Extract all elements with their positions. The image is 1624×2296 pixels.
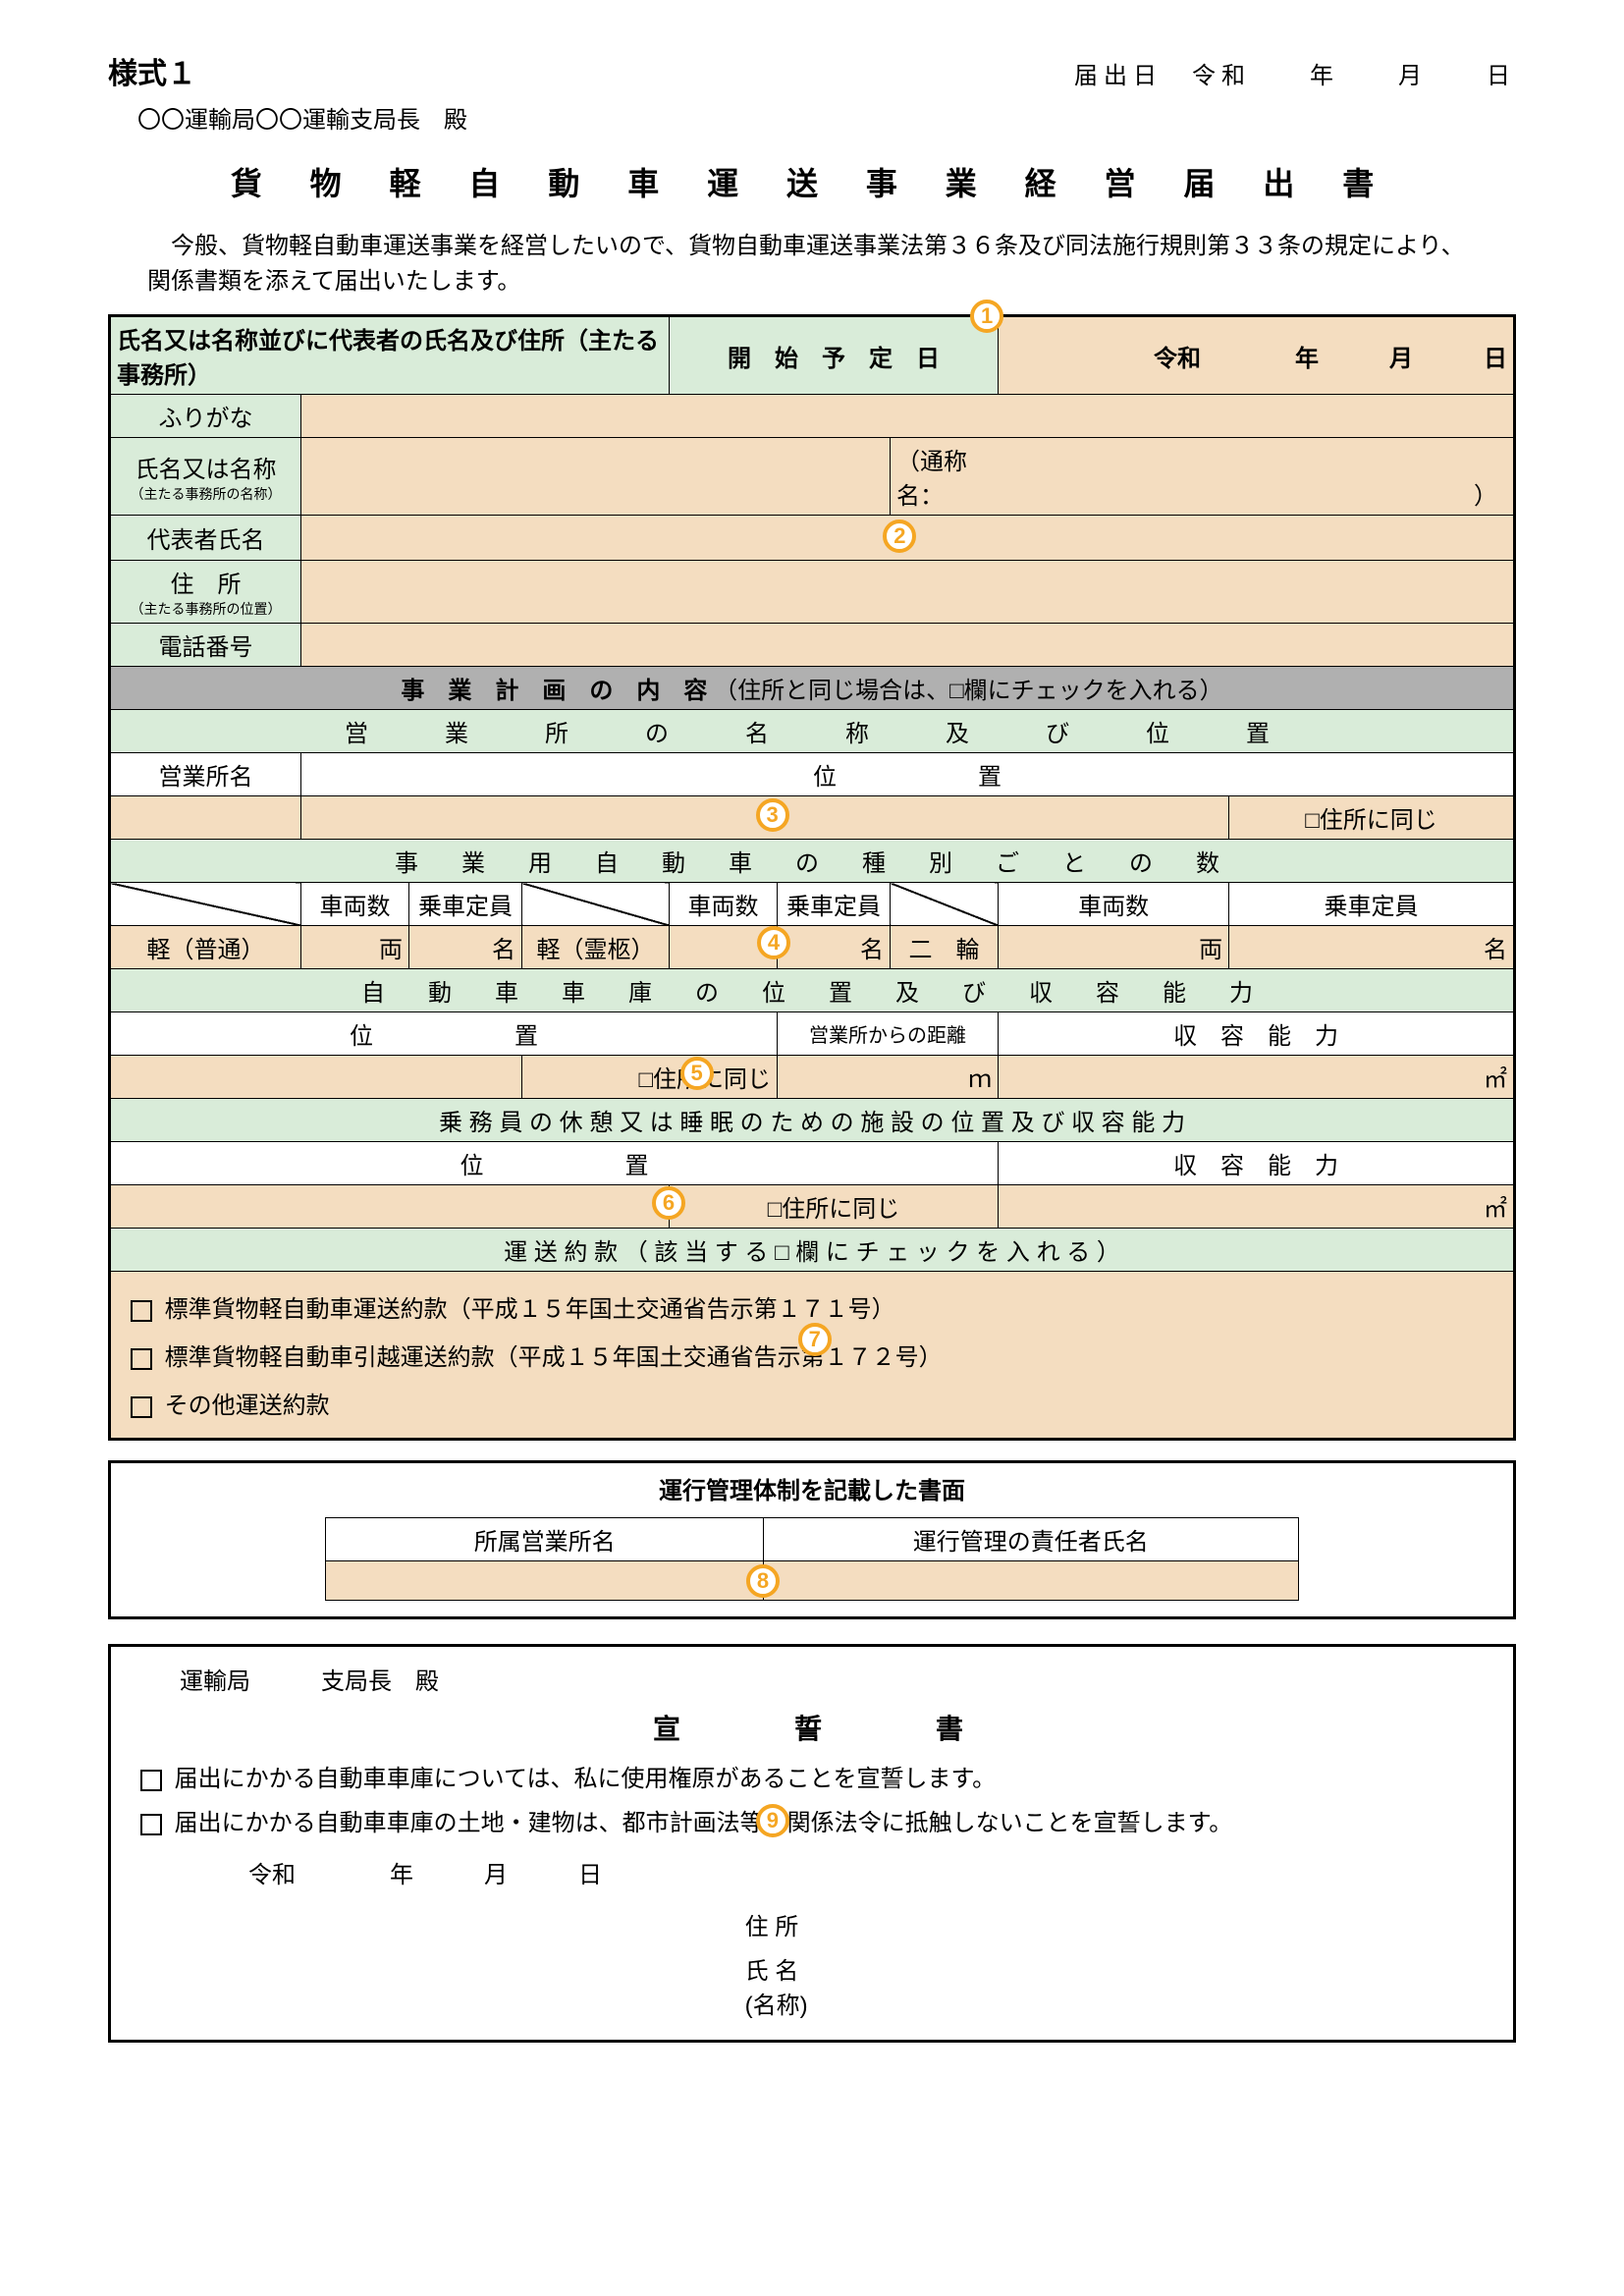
garage-dist-field[interactable]: ｍ [778, 1056, 999, 1099]
vehicle-heading: 事 業 用 自 動 車 の 種 別 ご と の 数 [110, 840, 1515, 883]
oath-addr: 住 所 [745, 1907, 1484, 1941]
oath-title: 宣 誓 書 [140, 1708, 1484, 1747]
col-count-1: 車両数 [301, 883, 409, 926]
garage-loc-field[interactable] [110, 1056, 522, 1099]
diag-cell-2 [522, 883, 670, 926]
rest-loc-label: 位 置 [110, 1142, 999, 1185]
plan-heading: 事 業 計 画 の 内 容 （住所と同じ場合は、□欄にチェックを入れる） [110, 667, 1515, 710]
rest-cap-field[interactable]: ㎡ [999, 1185, 1515, 1229]
rest-cap-label: 収 容 能 力 [999, 1142, 1515, 1185]
rest-same[interactable]: □住所に同じ [670, 1185, 999, 1229]
kei-normal-label: 軽（普通） [110, 926, 301, 969]
tel-field[interactable] [301, 624, 1515, 667]
addr-field[interactable] [301, 561, 1515, 624]
form-style-label: 様式１ [108, 49, 196, 92]
circle-5-icon: 5 [680, 1057, 714, 1090]
mgmt-office-field[interactable]: 8 [326, 1561, 764, 1601]
two-wheel-count[interactable]: 両 [999, 926, 1229, 969]
office-name-label: 営業所名 [110, 753, 301, 796]
col-cap-2: 乗車定員 [778, 883, 891, 926]
col-count-3: 車両数 [999, 883, 1229, 926]
mgmt-title: 運行管理体制を記載した書面 [110, 1462, 1515, 1514]
garage-heading: 自 動 車 車 庫 の 位 置 及 び 収 容 能 力 [110, 969, 1515, 1012]
start-date-label: 開 始 予 定 日 1 [670, 316, 999, 395]
tel-label: 電話番号 [110, 624, 301, 667]
office-name-field[interactable] [110, 796, 301, 840]
circle-3-icon: 3 [756, 798, 789, 832]
circle-4-icon: 4 [757, 926, 790, 959]
mgmt-table: 運行管理体制を記載した書面 所属営業所名 運行管理の責任者氏名 8 [108, 1460, 1516, 1619]
mgmt-col2: 運行管理の責任者氏名 [763, 1518, 1298, 1561]
kei-hearse-cap[interactable]: 名 [778, 926, 891, 969]
kei-hearse-count[interactable]: 4 [670, 926, 778, 969]
circle-8-icon: 8 [746, 1564, 780, 1598]
col-count-2: 車両数 [670, 883, 778, 926]
oath-box: 運輸局 支局長 殿 宣 誓 書 届出にかかる自動車車庫については、私に使用権原が… [108, 1644, 1516, 2043]
tsusho-field[interactable]: （通称名： ） [891, 438, 1515, 516]
garage-loc-label: 位 置 [110, 1012, 778, 1056]
circle-9-icon: 9 [756, 1804, 789, 1837]
rep-field[interactable]: 2 [301, 516, 1515, 561]
addr-label: 住 所 （主たる事務所の位置） [110, 561, 301, 624]
garage-same[interactable]: □住所に同じ 5 [522, 1056, 778, 1099]
oath-date: 令和 年 月 日 [248, 1855, 1484, 1889]
yakkan-opt-3[interactable]: その他運送約款 [131, 1386, 1493, 1420]
rest-loc-field[interactable]: 6 [110, 1185, 670, 1229]
diag-cell-1 [110, 883, 301, 926]
circle-7-icon: 7 [798, 1323, 832, 1356]
garage-cap-field[interactable]: ㎡ [999, 1056, 1515, 1099]
kei-normal-cap[interactable]: 名 [409, 926, 522, 969]
oath-line-2[interactable]: 届出にかかる自動車車庫の土地・建物は、都市計画法等の関係法令に抵触しないことを宣… [140, 1803, 1484, 1837]
oath-line-1[interactable]: 届出にかかる自動車車庫については、私に使用権原があることを宣誓します。 [140, 1759, 1484, 1793]
office-location-field[interactable]: 3 [301, 796, 1229, 840]
col-cap-1: 乗車定員 [409, 883, 522, 926]
yakkan-options: 標準貨物軽自動車運送約款（平成１５年国土交通省告示第１７１号） 標準貨物軽自動車… [110, 1272, 1515, 1440]
furigana-label: ふりがな [110, 395, 301, 438]
intro-text: 今般、貨物軽自動車運送事業を経営したいので、貨物自動車運送事業法第３６条及び同法… [147, 229, 1477, 300]
circle-6-icon: 6 [652, 1186, 685, 1220]
diag-cell-3 [891, 883, 999, 926]
header-row: 様式１ 届出日 令和 年 月 日 [108, 49, 1516, 92]
col-cap-3: 乗車定員 [1229, 883, 1515, 926]
furigana-field[interactable] [301, 395, 1515, 438]
two-wheel-label: 二 輪 [891, 926, 999, 969]
rest-heading: 乗 務 員 の 休 憩 又 は 睡 眠 の た め の 施 設 の 位 置 及 … [110, 1099, 1515, 1142]
name-label: 氏名又は名称 （主たる事務所の名称） [110, 438, 301, 516]
submit-date: 届出日 令和 年 月 日 [1074, 56, 1516, 90]
rep-label: 代表者氏名 [110, 516, 301, 561]
kei-hearse-label: 軽（霊柩） [522, 926, 670, 969]
applicant-row1-left: 氏名又は名称並びに代表者の氏名及び住所（主たる事務所） [110, 316, 670, 395]
kei-normal-count[interactable]: 両 [301, 926, 409, 969]
garage-dist-label: 営業所からの距離 [778, 1012, 999, 1056]
page-title: 貨 物 軽 自 動 車 運 送 事 業 経 営 届 出 書 [108, 159, 1516, 204]
oath-name: 氏 名 [745, 1951, 1484, 1986]
mgmt-col1: 所属営業所名 [326, 1518, 764, 1561]
yakkan-opt-1[interactable]: 標準貨物軽自動車運送約款（平成１５年国土交通省告示第１７１号） [131, 1289, 1493, 1324]
office-heading: 営 業 所 の 名 称 及 び 位 置 [110, 710, 1515, 753]
main-form-table: 氏名又は名称並びに代表者の氏名及び住所（主たる事務所） 開 始 予 定 日 1 … [108, 314, 1516, 1441]
circle-1-icon: 1 [970, 300, 1003, 333]
circle-2-icon: 2 [883, 519, 916, 553]
yakkan-heading: 運 送 約 款 （ 該 当 す る □ 欄 に チ ェ ッ ク を 入 れ る … [110, 1229, 1515, 1272]
two-wheel-cap[interactable]: 名 [1229, 926, 1515, 969]
mgmt-manager-field[interactable] [763, 1561, 1298, 1601]
garage-cap-label: 収 容 能 力 [999, 1012, 1515, 1056]
oath-meisho: (名称) [745, 1986, 1484, 2020]
office-same-addr[interactable]: □住所に同じ [1229, 796, 1515, 840]
addressee: 〇〇運輸局〇〇運輸支局長 殿 [137, 100, 1516, 135]
oath-addressee: 運輸局 支局長 殿 [180, 1662, 1484, 1696]
name-field[interactable] [301, 438, 891, 516]
office-location-label: 位 置 [301, 753, 1515, 796]
start-date-value[interactable]: 令和 年 月 日 [999, 316, 1515, 395]
